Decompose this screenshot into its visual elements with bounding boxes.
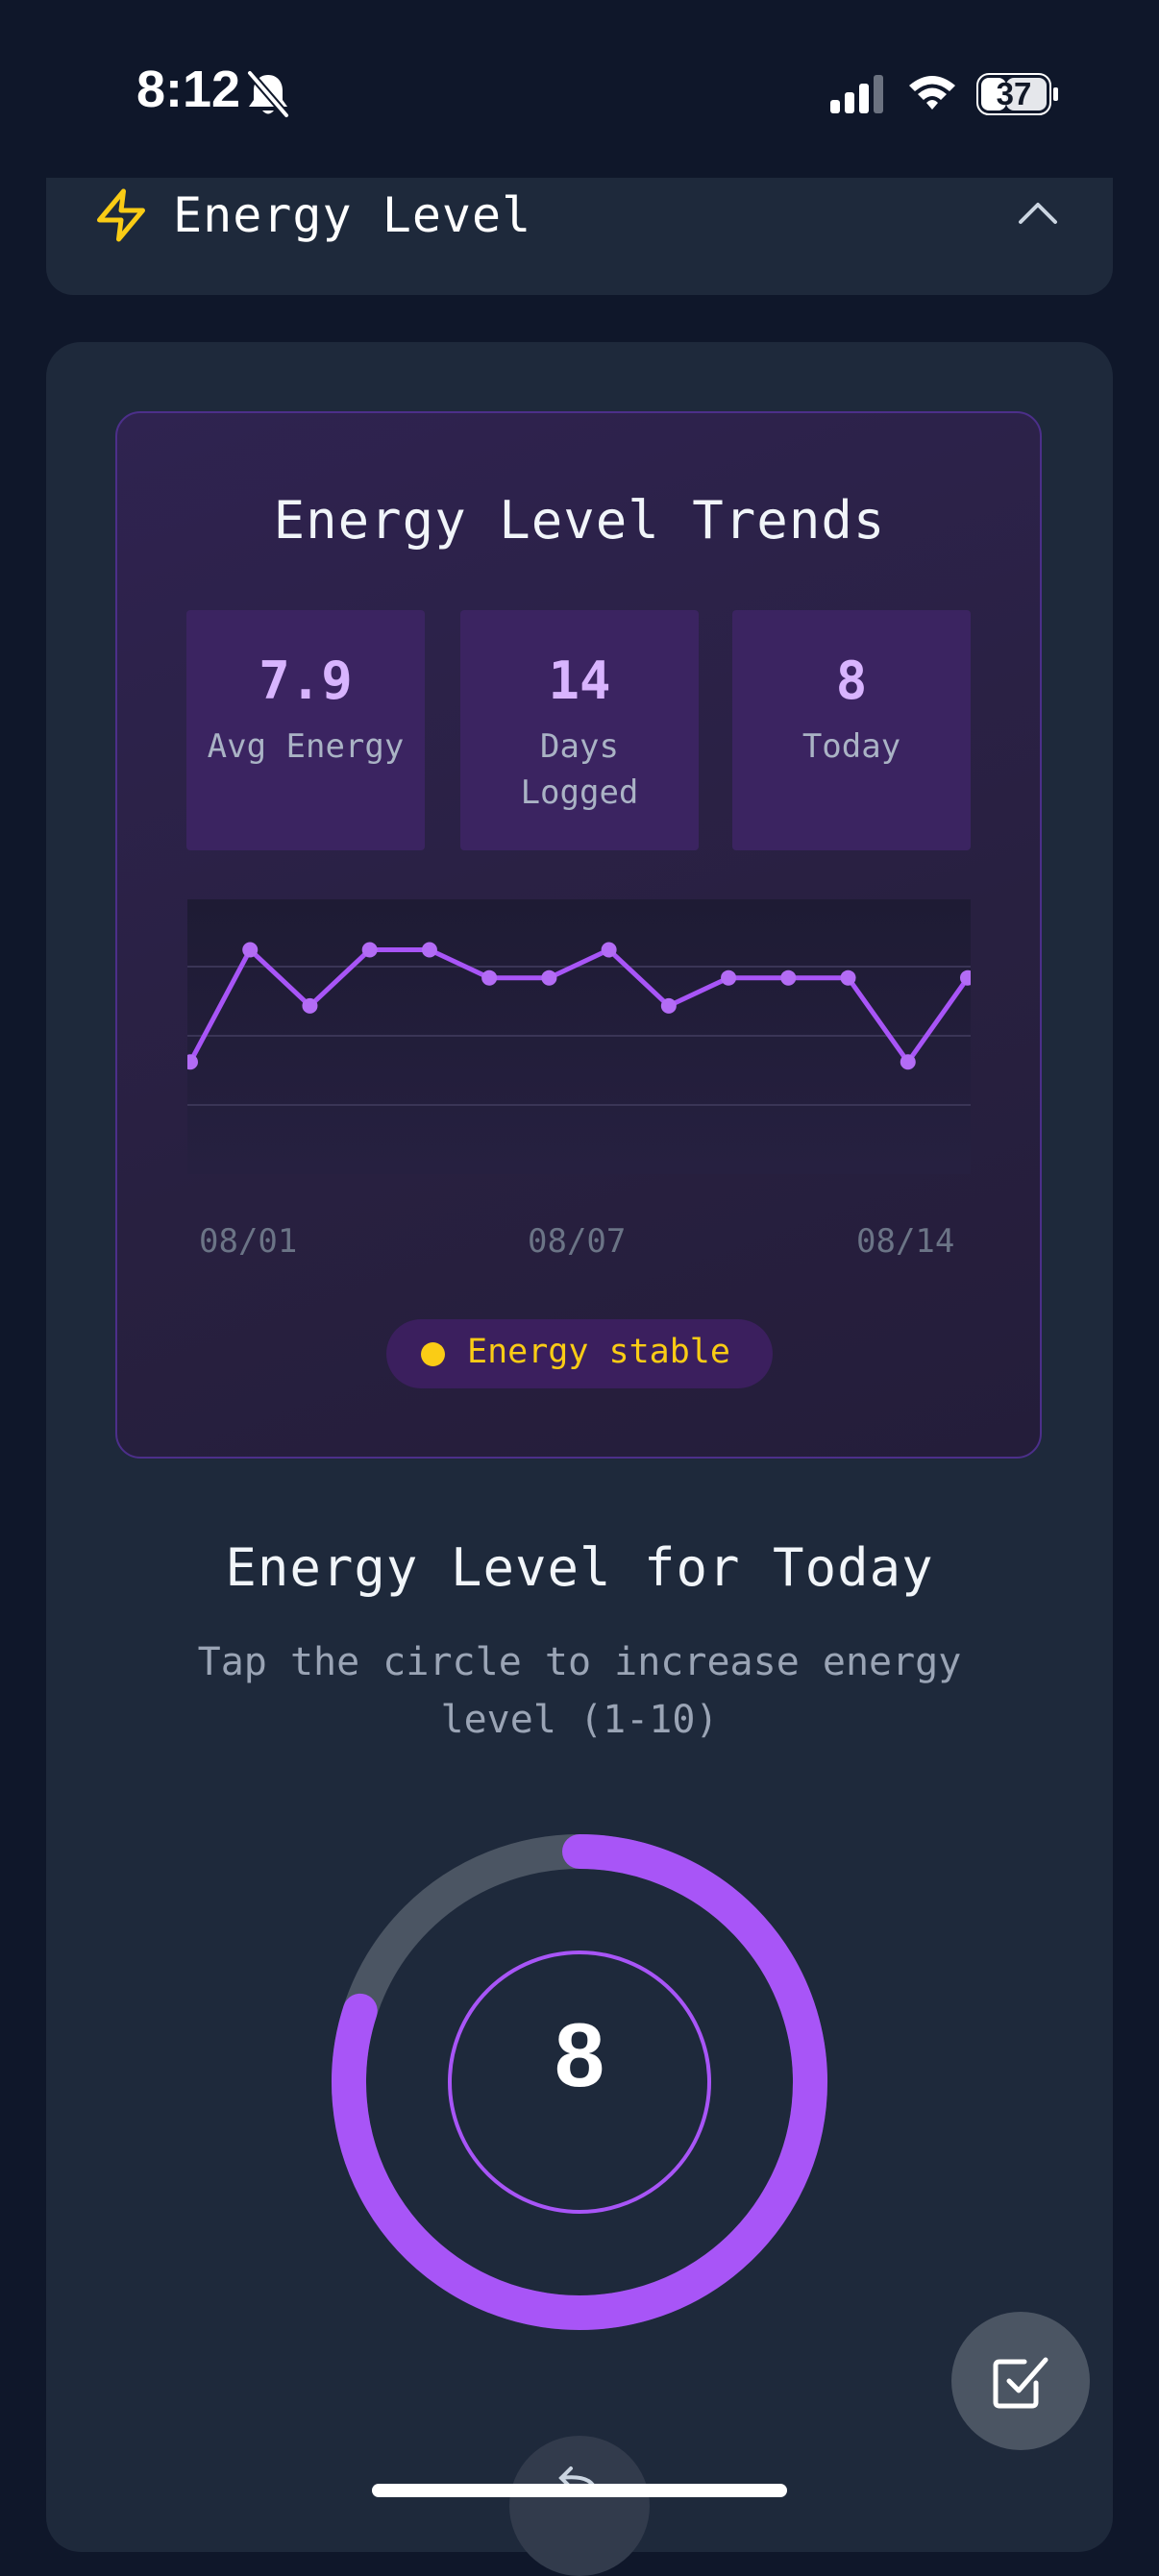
- bell-slash-icon: [246, 69, 290, 119]
- stat-label: Avg Energy: [207, 727, 405, 766]
- data-point: [361, 942, 378, 958]
- data-point: [721, 969, 737, 986]
- data-point: [481, 969, 498, 986]
- stat-value: 8: [835, 650, 868, 711]
- data-point: [541, 969, 557, 986]
- trends-title: Energy Level Trends: [273, 490, 886, 551]
- status-dot: [421, 1342, 445, 1366]
- data-point: [302, 997, 318, 1014]
- stat-label: Days Logged: [520, 727, 639, 812]
- stat-box-today: 8 Today: [732, 610, 971, 850]
- checkbox-fab-button[interactable]: [951, 2312, 1090, 2450]
- data-point: [840, 969, 856, 986]
- stat-value: 14: [548, 650, 611, 711]
- data-point: [660, 997, 677, 1014]
- status-bar: 8:12 37: [0, 0, 1159, 178]
- x-tick-label: 08/01: [199, 1222, 298, 1261]
- home-indicator: [372, 2484, 787, 2497]
- energy-level-ring[interactable]: [327, 1829, 832, 2335]
- today-title: Energy Level for Today: [225, 1537, 934, 1598]
- energy-status-text: Energy stable: [467, 1333, 730, 1371]
- data-point: [601, 942, 617, 958]
- battery-icon: [976, 73, 1058, 115]
- energy-level-header[interactable]: [46, 178, 1113, 295]
- signal-icon: [830, 75, 883, 113]
- data-point: [421, 942, 437, 958]
- inner-circle[interactable]: [448, 1950, 711, 2214]
- back-button[interactable]: [509, 2436, 650, 2576]
- stat-box-days-logged: 14 Days Logged: [460, 610, 699, 850]
- today-subtitle: Tap the circle to increase energy level …: [197, 1640, 962, 1742]
- data-point: [900, 1054, 916, 1070]
- chevron-up-icon[interactable]: [1017, 199, 1059, 228]
- trend-chart-svg: [187, 899, 971, 1174]
- energy-level-value: 8: [554, 2004, 605, 2105]
- wifi-icon: [909, 76, 955, 110]
- data-point: [780, 969, 797, 986]
- battery-percent: 37: [996, 76, 1032, 111]
- data-point: [960, 969, 971, 986]
- energy-status-badge: [386, 1319, 773, 1388]
- x-tick-label: 08/14: [856, 1222, 955, 1261]
- energy-trend-chart: [187, 899, 971, 1174]
- checkbox-icon: [993, 2357, 1048, 2409]
- x-tick-label: 08/07: [528, 1222, 627, 1261]
- ring-progress: [332, 1834, 827, 2330]
- data-point: [242, 942, 259, 958]
- series-line: [187, 947, 971, 1065]
- lightning-icon: [97, 188, 145, 242]
- stat-label: Today: [801, 727, 901, 766]
- status-time: 8:12: [136, 61, 241, 118]
- header-title: Energy Level: [173, 187, 532, 243]
- stat-value: 7.9: [259, 650, 353, 711]
- stat-box-avg-energy: 7.9 Avg Energy: [186, 610, 425, 850]
- data-point: [187, 1054, 198, 1070]
